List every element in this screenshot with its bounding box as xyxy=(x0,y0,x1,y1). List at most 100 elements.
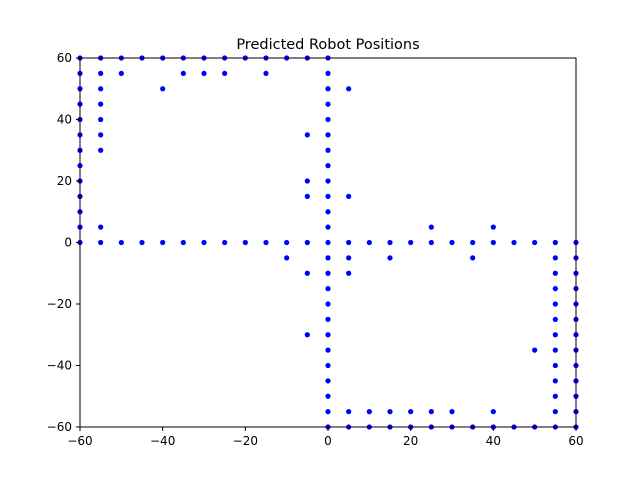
data-point xyxy=(325,347,331,353)
data-point xyxy=(98,101,104,107)
data-point xyxy=(346,86,352,92)
data-point xyxy=(160,86,166,92)
data-point xyxy=(325,147,331,153)
y-tick-label: 20 xyxy=(57,174,72,188)
data-point xyxy=(325,86,331,92)
data-point xyxy=(201,70,207,76)
data-point xyxy=(346,193,352,199)
data-point xyxy=(98,86,104,92)
data-point xyxy=(304,332,310,338)
data-point xyxy=(325,301,331,307)
data-point xyxy=(387,409,393,415)
data-point xyxy=(552,378,558,384)
points-layer xyxy=(77,55,579,430)
data-point xyxy=(552,409,558,415)
data-point xyxy=(552,362,558,369)
data-point xyxy=(325,393,331,399)
data-point xyxy=(532,239,538,246)
data-point xyxy=(366,409,372,415)
chart-title: Predicted Robot Positions xyxy=(236,37,419,53)
data-point xyxy=(325,70,331,76)
data-point xyxy=(428,239,434,246)
data-point xyxy=(98,132,104,138)
data-point xyxy=(325,332,331,338)
x-tick-label: −60 xyxy=(67,434,92,448)
data-point xyxy=(490,409,496,415)
data-point xyxy=(325,239,331,246)
data-point xyxy=(490,239,496,246)
data-point xyxy=(366,239,372,246)
x-tick-label: 40 xyxy=(486,434,501,448)
data-point xyxy=(284,239,290,246)
data-point xyxy=(98,224,104,230)
data-point xyxy=(428,224,434,230)
data-point xyxy=(325,224,331,230)
data-point xyxy=(325,163,331,169)
data-point xyxy=(325,316,331,322)
data-point xyxy=(552,316,558,322)
data-point xyxy=(532,347,538,353)
data-point xyxy=(139,239,145,246)
data-point xyxy=(201,239,207,246)
data-point xyxy=(387,239,393,246)
data-point xyxy=(449,409,455,415)
data-point xyxy=(98,70,104,76)
data-point xyxy=(118,70,124,76)
data-point xyxy=(428,409,434,415)
data-point xyxy=(470,239,476,246)
data-point xyxy=(242,239,248,246)
data-point xyxy=(325,178,331,184)
data-point xyxy=(552,286,558,292)
data-point xyxy=(284,255,290,261)
data-point xyxy=(160,239,166,246)
data-point xyxy=(304,178,310,184)
data-point xyxy=(325,132,331,138)
data-point xyxy=(325,209,331,215)
data-point xyxy=(346,239,352,246)
data-point xyxy=(304,193,310,199)
y-tick-label: −20 xyxy=(47,297,72,311)
data-point xyxy=(325,286,331,292)
data-point xyxy=(325,116,331,123)
data-point xyxy=(263,239,269,246)
data-point xyxy=(449,239,455,246)
data-point xyxy=(325,255,331,261)
data-point xyxy=(408,239,414,246)
data-point xyxy=(552,270,558,276)
data-point xyxy=(387,255,393,261)
data-point xyxy=(325,409,331,415)
data-point xyxy=(346,270,352,276)
x-tick-label: −20 xyxy=(233,434,258,448)
data-point xyxy=(470,255,476,261)
data-point xyxy=(325,362,331,369)
data-point xyxy=(222,239,228,246)
data-point xyxy=(552,239,558,246)
data-point xyxy=(304,270,310,276)
data-point xyxy=(552,393,558,399)
data-point xyxy=(346,409,352,415)
y-tick-label: 40 xyxy=(57,113,72,127)
data-point xyxy=(98,239,104,246)
data-point xyxy=(263,70,269,76)
data-point xyxy=(304,132,310,138)
data-point xyxy=(180,239,186,246)
data-point xyxy=(304,239,310,246)
data-point xyxy=(325,193,331,199)
x-tick-label: 0 xyxy=(324,434,332,448)
data-point xyxy=(98,116,104,123)
data-point xyxy=(118,239,124,246)
axis-ticks: −60 −40 −20 0 20 40 60 −60 −40 −20 0 20 40 60 xyxy=(47,51,584,448)
y-tick-label: −40 xyxy=(47,359,72,373)
x-tick-label: −40 xyxy=(150,434,175,448)
data-point xyxy=(408,409,414,415)
data-point xyxy=(98,147,104,153)
data-point xyxy=(552,255,558,261)
data-point xyxy=(511,239,517,246)
x-tick-label: 60 xyxy=(568,434,583,448)
x-tick-label: 20 xyxy=(403,434,418,448)
y-tick-label: 0 xyxy=(64,236,72,250)
data-point xyxy=(180,70,186,76)
data-point xyxy=(490,224,496,230)
data-point xyxy=(552,301,558,307)
